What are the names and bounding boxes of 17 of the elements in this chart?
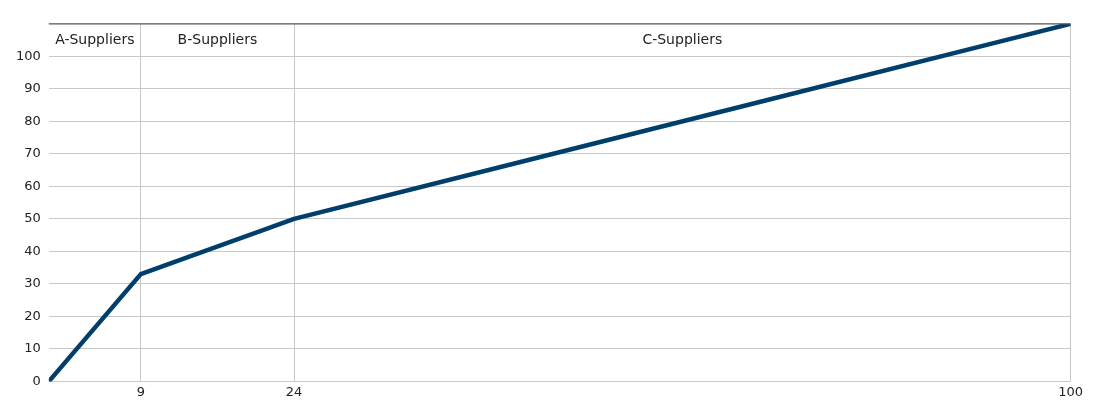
y-tick-label: 80 [24,112,41,128]
y-tick-label: 0 [32,372,41,388]
y-tick-label: 70 [24,145,41,161]
x-tick-label: 100 [1058,383,1084,399]
y-tick-label: 60 [24,177,41,193]
annotation: B-Suppliers [177,30,258,47]
x-tick-label: 9 [136,383,145,399]
y-tick-label: 30 [24,275,41,291]
y-tick-label: 90 [24,80,41,96]
annotation: C-Suppliers [642,30,723,47]
y-tick-label: 100 [15,47,41,63]
x-tick-label: 24 [285,383,303,399]
y-tick-label: 10 [24,340,41,356]
y-tick-label: 20 [24,307,41,323]
y-tick-label: 40 [24,242,41,258]
annotation: A-Suppliers [55,30,135,47]
y-tick-label: 50 [24,210,41,226]
